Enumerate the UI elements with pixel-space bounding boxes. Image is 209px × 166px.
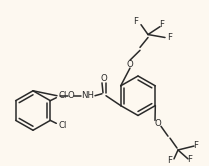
Text: Cl: Cl <box>58 121 66 130</box>
Text: F: F <box>134 17 139 26</box>
Text: O: O <box>127 60 133 69</box>
Text: F: F <box>159 20 164 29</box>
Text: O: O <box>68 91 74 100</box>
Text: Cl: Cl <box>58 91 66 100</box>
Text: O: O <box>155 119 161 128</box>
Text: F: F <box>167 156 172 165</box>
Text: O: O <box>101 74 107 83</box>
Text: F: F <box>194 141 199 150</box>
Text: F: F <box>187 155 192 164</box>
Text: F: F <box>167 33 172 42</box>
Text: NH: NH <box>82 91 94 100</box>
